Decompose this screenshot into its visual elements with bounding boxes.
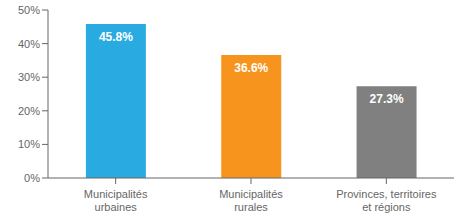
svg-text:27.3%: 27.3% <box>370 92 404 106</box>
svg-text:20%: 20% <box>18 105 40 117</box>
svg-text:Provinces, territoireset régio: Provinces, territoireset régions <box>336 188 437 213</box>
svg-text:36.6%: 36.6% <box>234 61 268 75</box>
svg-text:0%: 0% <box>24 172 40 184</box>
svg-text:30%: 30% <box>18 71 40 83</box>
svg-text:40%: 40% <box>18 38 40 50</box>
svg-text:Municipalitésrurales: Municipalitésrurales <box>219 188 283 213</box>
svg-text:10%: 10% <box>18 138 40 150</box>
svg-text:50%: 50% <box>18 4 40 16</box>
svg-text:45.8%: 45.8% <box>99 30 133 44</box>
svg-text:Municipalitésurbaines: Municipalitésurbaines <box>84 188 148 213</box>
